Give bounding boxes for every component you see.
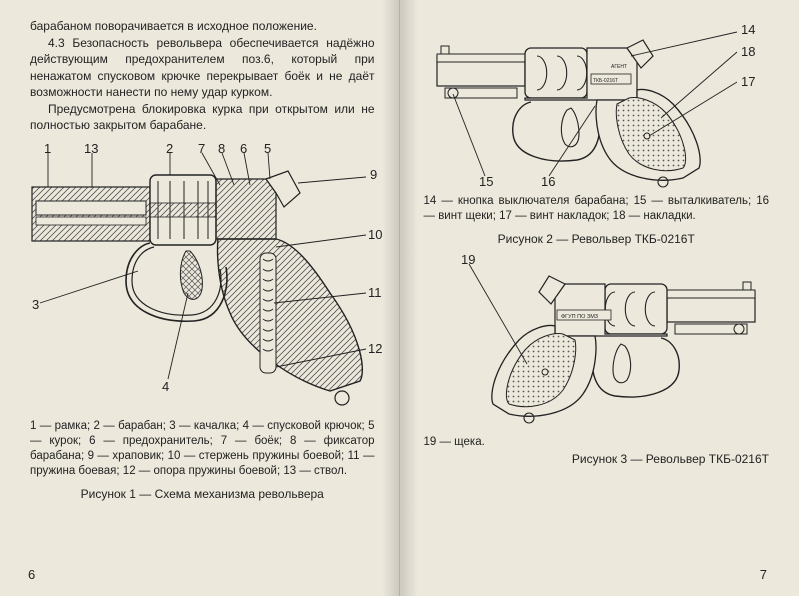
page-number-left: 6 <box>28 567 35 582</box>
svg-text:4: 4 <box>162 379 169 394</box>
svg-text:2: 2 <box>166 143 173 156</box>
svg-text:5: 5 <box>264 143 271 156</box>
figure-1-svg: 1 13 2 7 8 6 5 9 10 11 12 3 4 <box>30 143 382 413</box>
legend-3: 19 — щека. <box>424 435 770 450</box>
figure-1: 1 13 2 7 8 6 5 9 10 11 12 3 4 <box>30 143 375 413</box>
svg-text:13: 13 <box>84 143 98 156</box>
caption-2: Рисунок 2 — Револьвер ТКБ-0216Т <box>424 232 770 246</box>
svg-text:14: 14 <box>741 22 755 37</box>
svg-text:11: 11 <box>368 285 382 300</box>
legend-2: 14 — кнопка выключателя барабана; 15 — в… <box>424 194 770 224</box>
svg-text:7: 7 <box>198 143 205 156</box>
figure-2: ТКБ-0216Т АГЕНТ <box>424 18 770 188</box>
figure-3: ФГУП ПО ЗМЗ 19 <box>424 254 770 429</box>
svg-text:6: 6 <box>240 143 247 156</box>
engraving-text: ФГУП ПО ЗМЗ <box>561 314 599 320</box>
para-2: 4.3 Безопасность револьвера обеспечивает… <box>30 35 375 100</box>
page-number-right: 7 <box>760 567 767 582</box>
page-left: барабаном поворачивается в исходное поло… <box>0 0 400 596</box>
svg-text:12: 12 <box>368 341 382 356</box>
svg-text:17: 17 <box>741 74 755 89</box>
svg-text:19: 19 <box>461 254 475 267</box>
para-3: Предусмотрена блокировка курка при откры… <box>30 101 375 133</box>
svg-text:3: 3 <box>32 297 39 312</box>
book-spread: барабаном поворачивается в исходное поло… <box>0 0 799 596</box>
figure-2-svg: ТКБ-0216Т АГЕНТ <box>431 18 761 188</box>
svg-text:15: 15 <box>479 174 493 188</box>
svg-text:18: 18 <box>741 44 755 59</box>
svg-text:16: 16 <box>541 174 555 188</box>
caption-1: Рисунок 1 — Схема механизма револьвера <box>30 487 375 501</box>
page-right: ТКБ-0216Т АГЕНТ <box>400 0 799 596</box>
svg-text:10: 10 <box>368 227 382 242</box>
svg-text:9: 9 <box>370 167 377 182</box>
svg-text:8: 8 <box>218 143 225 156</box>
legend-1: 1 — рамка; 2 — барабан; 3 — качалка; 4 —… <box>30 419 375 479</box>
svg-text:1: 1 <box>44 143 51 156</box>
figure-3-svg: ФГУП ПО ЗМЗ 19 <box>431 254 761 429</box>
para-1: барабаном поворачивается в исходное поло… <box>30 18 375 34</box>
svg-text:ТКБ-0216Т: ТКБ-0216Т <box>593 78 618 84</box>
svg-text:АГЕНТ: АГЕНТ <box>611 64 627 70</box>
caption-3: Рисунок 3 — Револьвер ТКБ-0216Т <box>424 452 770 466</box>
